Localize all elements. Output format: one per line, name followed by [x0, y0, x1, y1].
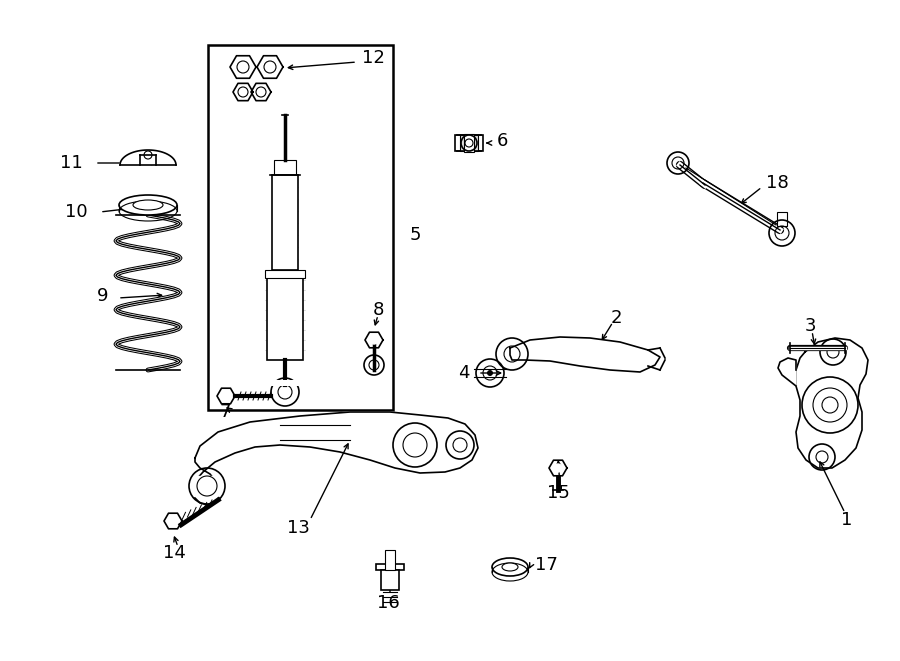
- Polygon shape: [251, 83, 271, 100]
- Circle shape: [222, 392, 230, 400]
- Text: 1: 1: [842, 511, 852, 529]
- Bar: [208, 45, 393, 410]
- Text: 15: 15: [546, 484, 570, 502]
- Polygon shape: [217, 388, 235, 404]
- Bar: [381, 570, 399, 590]
- Bar: [385, 550, 395, 570]
- Bar: [267, 278, 303, 360]
- Polygon shape: [549, 460, 567, 476]
- Ellipse shape: [119, 195, 177, 215]
- Bar: [265, 270, 305, 278]
- Text: 10: 10: [66, 203, 88, 221]
- Bar: [455, 135, 483, 151]
- Text: 2: 2: [610, 309, 622, 327]
- Polygon shape: [778, 358, 796, 386]
- Text: 18: 18: [766, 174, 788, 192]
- Text: 6: 6: [497, 132, 508, 150]
- Circle shape: [169, 517, 177, 525]
- Polygon shape: [796, 338, 868, 468]
- Text: 8: 8: [373, 301, 383, 319]
- Text: 4: 4: [458, 364, 470, 382]
- Text: 9: 9: [96, 287, 108, 305]
- Text: 5: 5: [410, 226, 421, 244]
- Ellipse shape: [133, 200, 163, 210]
- Polygon shape: [233, 83, 253, 100]
- Bar: [272, 175, 298, 270]
- Ellipse shape: [502, 563, 518, 571]
- Circle shape: [370, 336, 378, 344]
- Polygon shape: [510, 337, 660, 372]
- Bar: [271, 380, 299, 386]
- Polygon shape: [164, 513, 182, 529]
- Text: 11: 11: [60, 154, 83, 172]
- Ellipse shape: [492, 558, 528, 576]
- Polygon shape: [365, 332, 383, 348]
- Text: 13: 13: [286, 519, 310, 537]
- Bar: [460, 135, 478, 151]
- Polygon shape: [257, 56, 283, 78]
- Polygon shape: [120, 150, 176, 165]
- Text: 3: 3: [805, 317, 815, 335]
- Bar: [464, 134, 474, 152]
- Bar: [274, 160, 296, 175]
- Bar: [189, 476, 225, 496]
- Circle shape: [487, 370, 493, 376]
- Circle shape: [822, 397, 838, 413]
- Polygon shape: [230, 56, 256, 78]
- Text: 7: 7: [220, 403, 230, 421]
- Circle shape: [554, 464, 562, 472]
- Text: 14: 14: [163, 544, 185, 562]
- Bar: [376, 564, 404, 570]
- Polygon shape: [193, 412, 478, 505]
- Text: 16: 16: [376, 594, 400, 612]
- Text: 17: 17: [535, 556, 558, 574]
- Text: 12: 12: [362, 49, 385, 67]
- Bar: [777, 212, 787, 226]
